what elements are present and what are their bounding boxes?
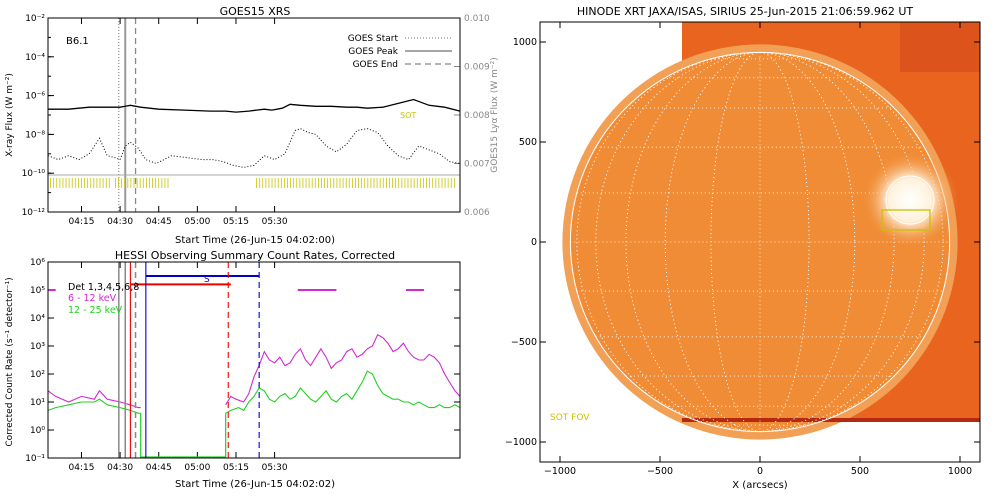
xrt-xtick-label: 0 (757, 466, 763, 477)
goes-y2tick-label: 0.010 (464, 14, 490, 24)
xrt-ytick-label: 0 (531, 237, 537, 248)
hessi-ytick-label: 10⁰ (30, 426, 45, 436)
hessi-xtick-label: 05:00 (184, 463, 210, 473)
hessi-xtick-label: 04:15 (69, 463, 95, 473)
hessi-ytick-label: 10¹ (30, 398, 45, 408)
hessi-detector-label: Det 1,3,4,5,6,8 (68, 282, 139, 293)
goes-panel: GOES15 XRS 10⁻² 10⁻⁴ 10⁻⁶ 10⁻⁸ 10⁻¹⁰ 10⁻¹² 0.0… (5, 5, 500, 246)
xrt-active-region-circle (885, 175, 935, 225)
hessi-title: HESSI Observing Summary Count Rates, Cor… (115, 249, 395, 262)
goes-frame (47, 17, 461, 213)
hessi-ytick-label: 10³ (30, 342, 45, 352)
xrt-corona-patch (900, 22, 980, 72)
hessi-6-12-line-b (225, 334, 461, 406)
xrt-solar-disk (570, 52, 950, 432)
legend-goes-end-label: GOES End (353, 60, 398, 70)
xrt-grid-meridian (710, 51, 810, 433)
goes-ytick-label: 10⁻¹⁰ (22, 169, 46, 179)
xrt-xlabel: X (arcsecs) (732, 480, 788, 491)
goes-ytick-label: 10⁻² (25, 14, 45, 24)
goes-sot-label: SOT (400, 111, 416, 120)
goes-y2tick-label: 0.007 (464, 160, 490, 170)
goes-xtick-label: 04:30 (107, 217, 133, 227)
goes-xtick-label: 04:15 (69, 217, 95, 227)
xrt-ytick-label: 500 (519, 137, 537, 148)
xrt-ytick-label: −1000 (505, 437, 537, 448)
goes-y2tick-label: 0.009 (464, 63, 490, 73)
goes-legend: GOES Start GOES Peak GOES End (348, 34, 452, 70)
legend-goes-start-label: GOES Start (348, 34, 399, 44)
xrt-ytick-label: −500 (511, 337, 537, 348)
goes-ytick-label: 10⁻¹² (22, 208, 46, 218)
xrt-title: HINODE XRT JAXA/ISAS, SIRIUS 25-Jun-2015… (577, 5, 914, 18)
xrt-xtick-label: 1000 (948, 466, 972, 477)
hessi-frame (47, 261, 461, 459)
xrt-xtick-label: −500 (647, 466, 673, 477)
hessi-xtick-label: 05:15 (223, 463, 249, 473)
goes-y2tick-label: 0.006 (464, 208, 490, 218)
xrt-sot-fov-box (881, 209, 931, 231)
goes-title: GOES15 XRS (220, 5, 291, 18)
goes-xlabel: Start Time (26-Jun-15 04:02:00) (175, 235, 335, 246)
goes-xtick-label: 05:15 (223, 217, 249, 227)
hessi-xtick-label: 04:45 (146, 463, 172, 473)
xrt-bottom-strip (682, 418, 980, 422)
hessi-xtick-label: 04:30 (107, 463, 133, 473)
hessi-6-12-line (47, 389, 141, 409)
hessi-ytick-label: 10⁻¹ (25, 454, 45, 464)
hessi-flag-letter: S (204, 275, 210, 285)
goes-short-channel-line (47, 128, 461, 168)
xrt-xtick-label: −1000 (544, 466, 576, 477)
xrt-xtick-label: 500 (851, 466, 869, 477)
hessi-xtick-label: 05:30 (262, 463, 288, 473)
goes-y2label: GOES15 Lyα Flux (W m⁻²) (490, 57, 500, 173)
goes-class-label: B6.1 (66, 36, 89, 47)
hessi-ytick-label: 10⁵ (30, 286, 45, 296)
goes-xtick-label: 04:45 (146, 217, 172, 227)
hessi-ytick-label: 10⁶ (30, 258, 45, 268)
xrt-panel: HINODE XRT JAXA/ISAS, SIRIUS 25-Jun-2015… (505, 5, 981, 491)
xrt-sot-fov-label: SOT FOV (550, 413, 590, 423)
hessi-12-25-line (47, 398, 141, 414)
hessi-legend-6-12: 6 - 12 keV (68, 293, 117, 304)
hessi-ylabel: Corrected Count Rate (s⁻¹ detector⁻¹) (5, 277, 15, 446)
goes-y2tick-label: 0.008 (464, 111, 490, 121)
goes-ytick-label: 10⁻⁴ (25, 53, 45, 63)
goes-xtick-label: 05:00 (184, 217, 210, 227)
legend-goes-peak-label: GOES Peak (348, 47, 398, 57)
hessi-ytick-label: 10² (30, 370, 45, 380)
hessi-legend-12-25: 12 - 25 keV (68, 305, 123, 316)
goes-long-channel-line (48, 98, 461, 113)
hessi-panel: HESSI Observing Summary Count Rates, Cor… (5, 249, 461, 490)
xrt-limb-circle (569, 51, 951, 433)
goes-xtick-label: 05:30 (262, 217, 288, 227)
hessi-ytick-label: 10⁴ (30, 314, 45, 324)
goes-ytick-label: 10⁻⁶ (25, 92, 45, 102)
hessi-12-25-line-b (225, 370, 461, 414)
goes-ylabel: X-ray Flux (W m⁻²) (5, 73, 15, 157)
hessi-xlabel: Start Time (26-Jun-15 04:02:02) (175, 479, 335, 490)
goes-ytick-label: 10⁻⁸ (25, 130, 45, 140)
xrt-active-region-glow (862, 152, 958, 248)
xrt-ytick-label: 1000 (513, 37, 537, 48)
